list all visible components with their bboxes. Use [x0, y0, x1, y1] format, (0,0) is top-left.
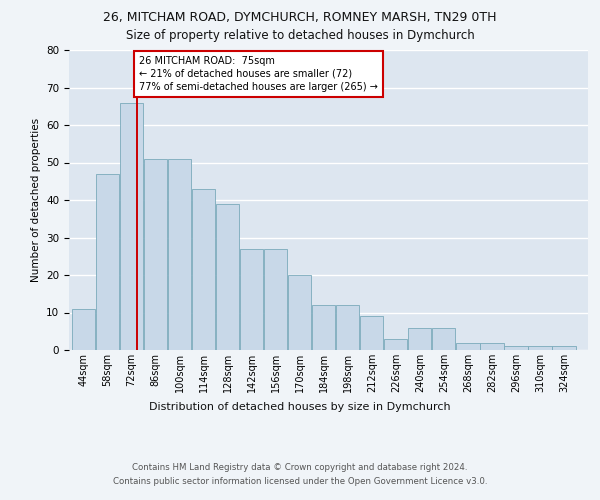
Bar: [504, 346, 527, 350]
Bar: [216, 204, 239, 350]
Bar: [144, 159, 167, 350]
Bar: [456, 342, 479, 350]
Bar: [408, 328, 431, 350]
Bar: [168, 159, 191, 350]
Bar: [264, 248, 287, 350]
Bar: [360, 316, 383, 350]
Text: Size of property relative to detached houses in Dymchurch: Size of property relative to detached ho…: [125, 29, 475, 42]
Y-axis label: Number of detached properties: Number of detached properties: [31, 118, 41, 282]
Bar: [288, 275, 311, 350]
Text: Distribution of detached houses by size in Dymchurch: Distribution of detached houses by size …: [149, 402, 451, 412]
Bar: [553, 346, 575, 350]
Bar: [528, 346, 551, 350]
Bar: [96, 174, 119, 350]
Text: Contains public sector information licensed under the Open Government Licence v3: Contains public sector information licen…: [113, 478, 487, 486]
Bar: [384, 339, 407, 350]
Bar: [312, 305, 335, 350]
Bar: [336, 305, 359, 350]
Text: 26, MITCHAM ROAD, DYMCHURCH, ROMNEY MARSH, TN29 0TH: 26, MITCHAM ROAD, DYMCHURCH, ROMNEY MARS…: [103, 11, 497, 24]
Bar: [432, 328, 455, 350]
Text: Contains HM Land Registry data © Crown copyright and database right 2024.: Contains HM Land Registry data © Crown c…: [132, 462, 468, 471]
Bar: [480, 342, 503, 350]
Text: 26 MITCHAM ROAD:  75sqm
← 21% of detached houses are smaller (72)
77% of semi-de: 26 MITCHAM ROAD: 75sqm ← 21% of detached…: [139, 56, 378, 92]
Bar: [72, 308, 95, 350]
Bar: [192, 188, 215, 350]
Bar: [120, 102, 143, 350]
Bar: [240, 248, 263, 350]
